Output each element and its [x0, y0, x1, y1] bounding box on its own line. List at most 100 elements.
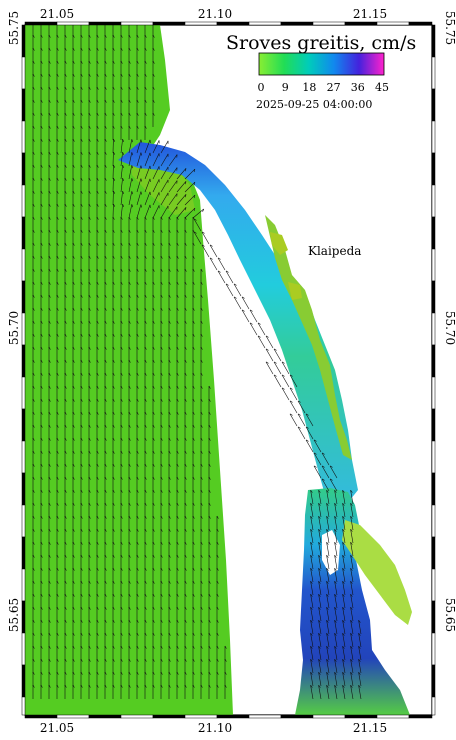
current-vector-head — [48, 580, 51, 584]
current-vector-head — [208, 684, 211, 688]
current-vector-head — [184, 255, 187, 259]
current-vector-head — [56, 47, 59, 51]
current-vector-head — [56, 164, 59, 168]
current-vector — [358, 672, 362, 687]
current-vector-head — [64, 476, 67, 480]
current-vector-head — [96, 333, 99, 337]
current-vector — [289, 413, 298, 427]
current-vector-head — [144, 476, 147, 480]
current-vector-head — [225, 270, 229, 273]
current-vector-head — [40, 346, 43, 350]
current-vector-head — [48, 333, 51, 337]
current-vector — [152, 179, 160, 193]
current-vector-head — [326, 529, 329, 532]
current-vector-head — [160, 515, 163, 519]
current-vector-head — [120, 281, 123, 285]
current-vector-head — [160, 437, 163, 441]
current-vector-head — [310, 490, 313, 493]
current-vector-head — [184, 684, 187, 688]
current-vector — [318, 620, 322, 635]
current-vector-head — [321, 465, 325, 468]
current-vector-head — [104, 450, 107, 454]
axis-labels: 21.05 21.10 21.15 21.05 21.10 21.15 55.7… — [7, 7, 456, 735]
current-vector — [350, 555, 354, 570]
current-vector-head — [128, 463, 131, 467]
current-vector-head — [64, 502, 67, 506]
current-vector-head — [144, 541, 147, 545]
current-vector-head — [88, 268, 91, 272]
current-vector-head — [184, 398, 187, 402]
current-vector-head — [72, 437, 75, 441]
current-vector-head — [208, 619, 211, 623]
current-vector-head — [326, 568, 329, 571]
current-vector-head — [120, 593, 123, 597]
current-vector-head — [326, 516, 329, 519]
current-vector-head — [48, 528, 51, 532]
current-vector-head — [200, 424, 203, 428]
current-vector-head — [160, 216, 163, 220]
current-vector-head — [120, 411, 123, 415]
current-vector-head — [48, 86, 51, 90]
current-vector-head — [88, 86, 91, 90]
current-vector-head — [112, 359, 115, 363]
current-vector — [313, 452, 322, 466]
current-vector-head — [96, 86, 99, 90]
current-vector-head — [184, 372, 187, 376]
current-vector-head — [56, 463, 59, 467]
frame-segment — [431, 88, 436, 122]
current-vector-head — [112, 437, 115, 441]
current-vector-head — [168, 307, 171, 311]
current-vector-head — [112, 580, 115, 584]
current-vector-head — [128, 450, 131, 454]
current-vector-head — [72, 346, 75, 350]
current-vector-head — [184, 294, 187, 298]
current-vector — [310, 594, 314, 609]
current-vector-head — [64, 151, 67, 155]
current-vector-head — [208, 541, 211, 545]
current-vector-head — [104, 437, 107, 441]
current-vector-head — [96, 385, 99, 389]
current-vector-head — [112, 346, 115, 350]
current-vector-head — [120, 580, 123, 584]
current-vector-head — [358, 646, 361, 649]
current-vector-head — [96, 541, 99, 545]
current-vector-head — [96, 515, 99, 519]
current-vector — [281, 374, 290, 388]
frame-segment — [312, 21, 346, 26]
current-vector — [136, 178, 142, 193]
current-vector-head — [112, 398, 115, 402]
current-vector-head — [152, 73, 155, 77]
current-vector-head — [72, 372, 75, 376]
current-vector — [342, 503, 346, 518]
current-vector — [350, 620, 354, 635]
current-vector-head — [40, 619, 43, 623]
current-vector-head — [96, 125, 99, 129]
current-vector-head — [120, 125, 123, 129]
current-vector — [318, 659, 322, 674]
current-vector-head — [136, 385, 139, 389]
current-vector-head — [72, 268, 75, 272]
current-vector-head — [96, 307, 99, 311]
current-vector-head — [120, 86, 123, 90]
current-vector-head — [136, 333, 139, 337]
current-vector-head — [88, 333, 91, 337]
current-vector-head — [342, 503, 345, 506]
frame-segment — [312, 714, 346, 719]
current-vector-head — [176, 541, 179, 545]
current-vector-head — [342, 555, 345, 558]
current-vector-head — [342, 568, 345, 571]
current-vector-head — [40, 463, 43, 467]
current-vector-head — [96, 112, 99, 116]
current-vector-head — [128, 671, 131, 675]
current-vector-head — [72, 385, 75, 389]
current-vector-head — [72, 632, 75, 636]
current-vector — [321, 478, 330, 492]
current-vector-head — [104, 359, 107, 363]
current-vector-head — [112, 411, 115, 415]
current-vector-head — [120, 255, 123, 259]
current-vector-head — [32, 216, 35, 220]
current-vector-head — [136, 528, 139, 532]
current-vector-head — [80, 567, 83, 571]
current-vector-head — [80, 684, 83, 688]
current-vector-head — [32, 489, 35, 493]
